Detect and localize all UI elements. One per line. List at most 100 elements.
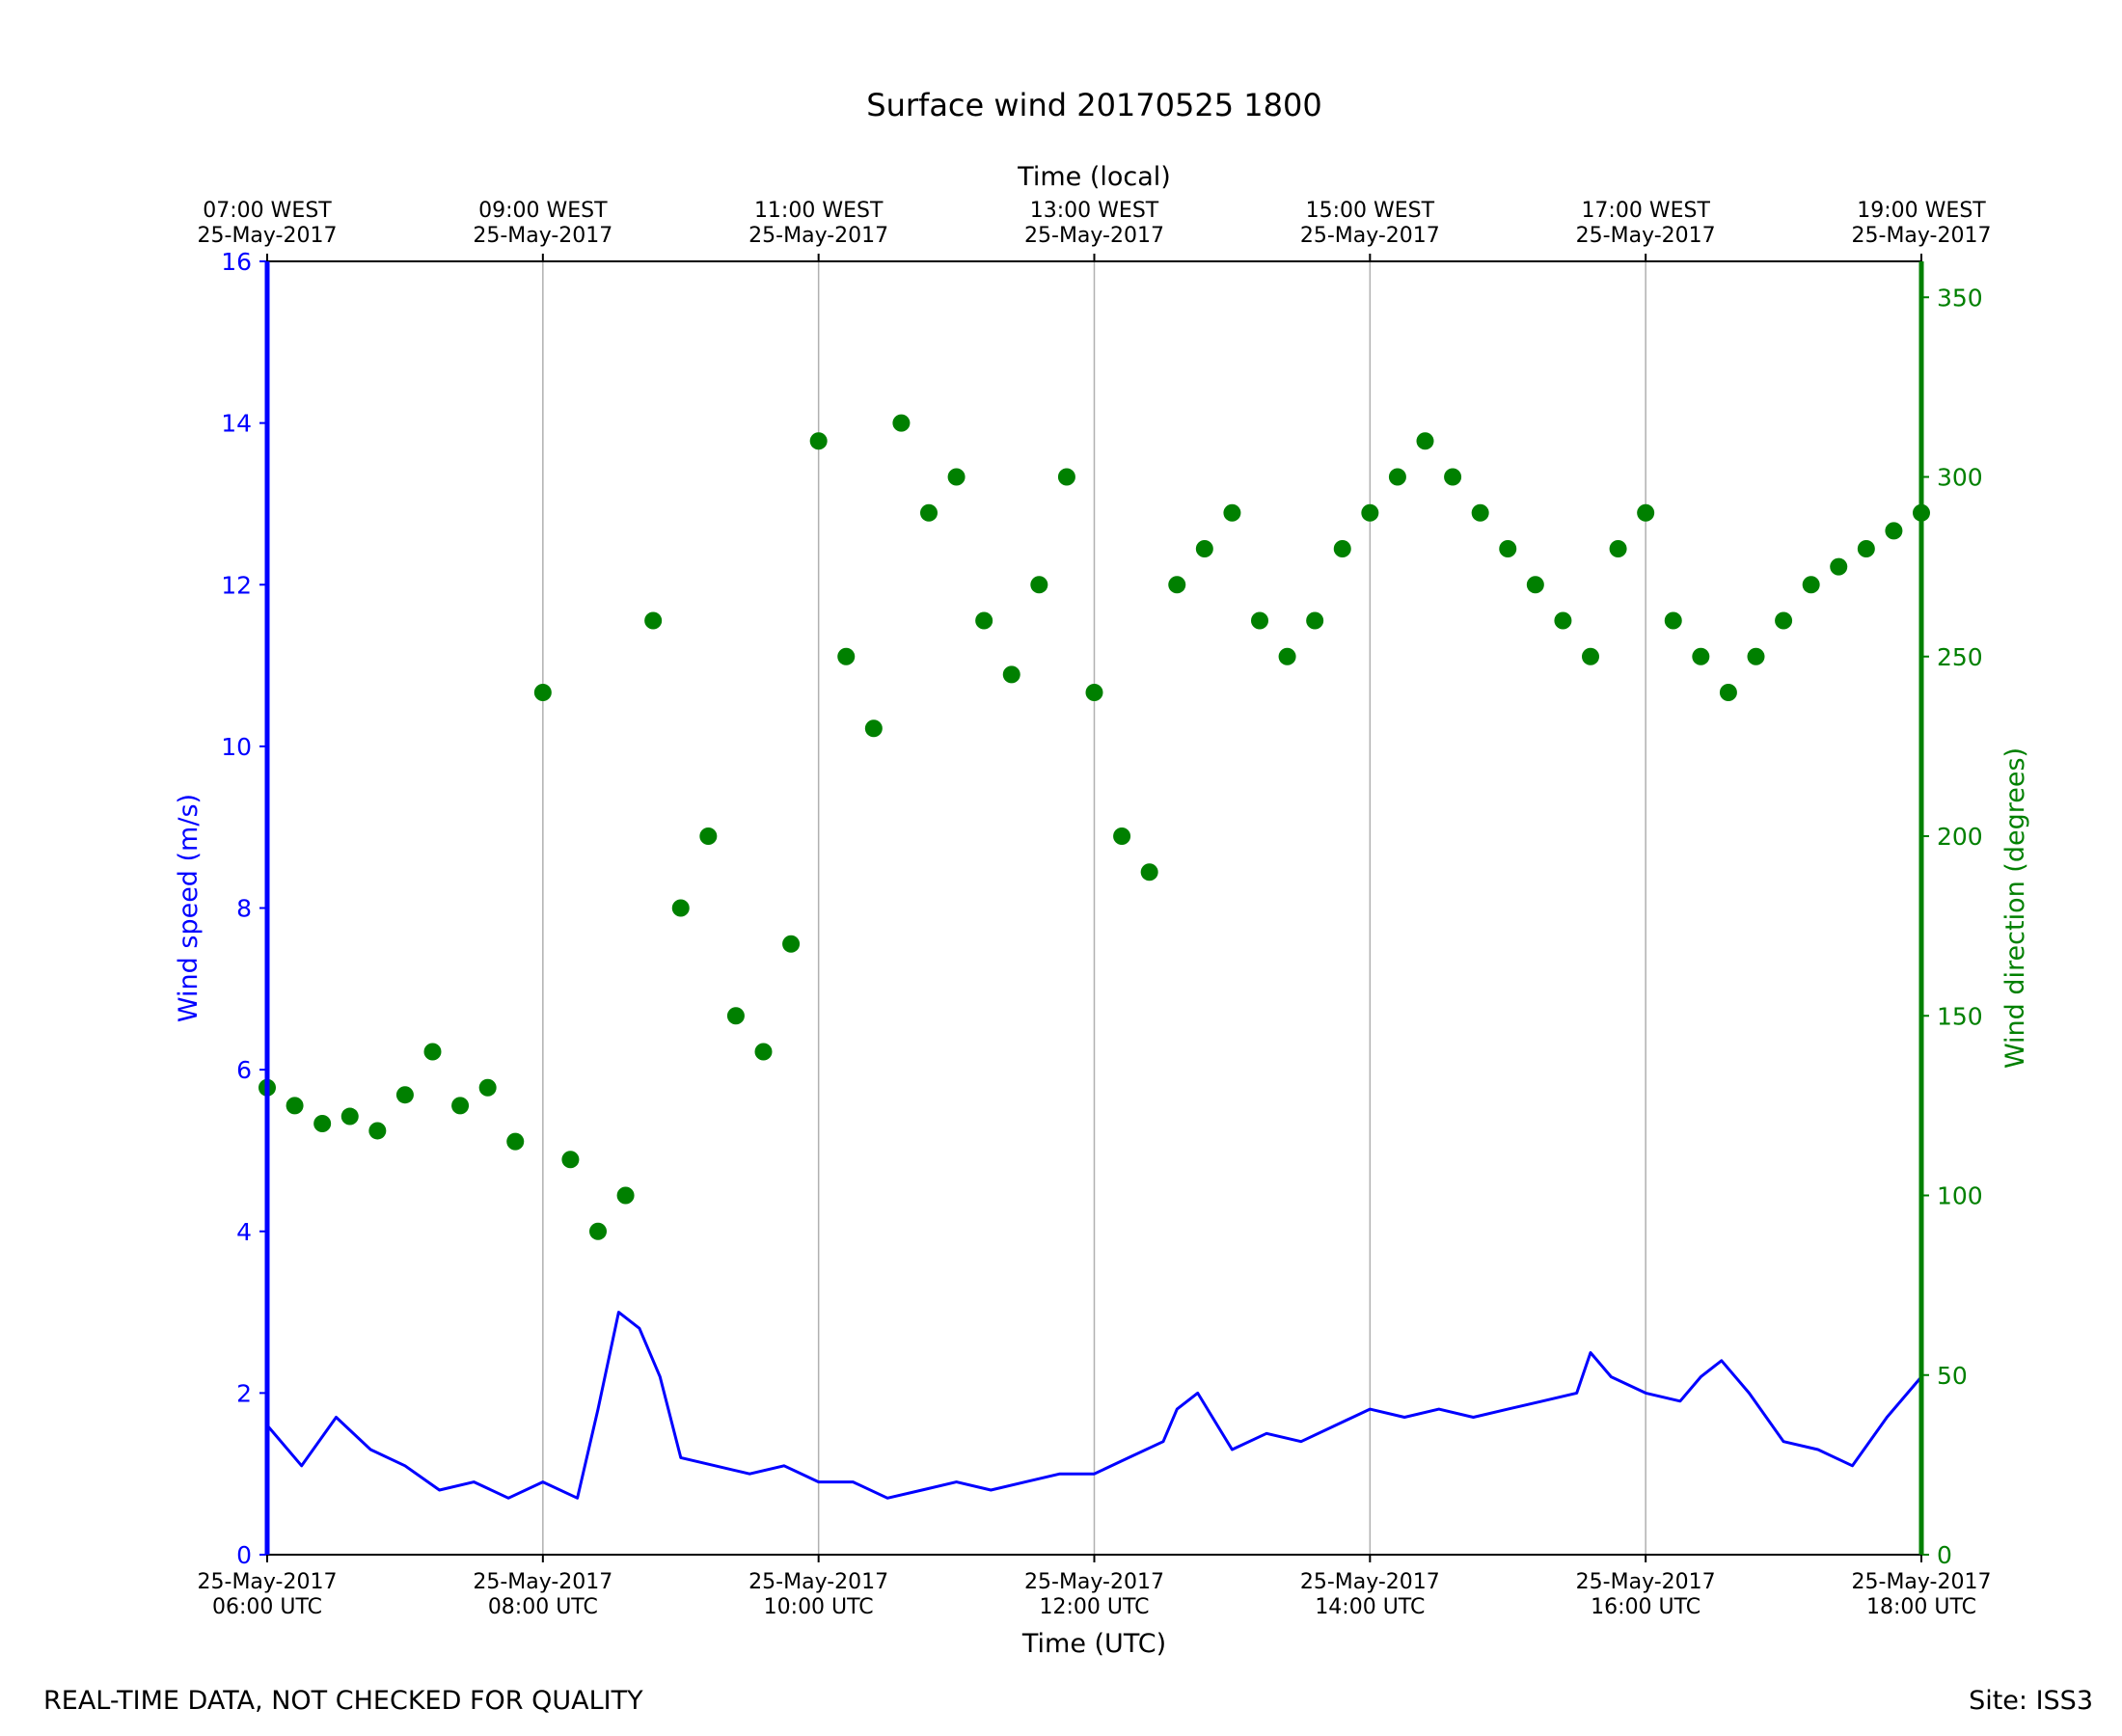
wind-direction-point — [1002, 665, 1020, 684]
right-tick-label: 50 — [1937, 1362, 1968, 1390]
top-tick-time: 11:00 WEST — [754, 199, 884, 223]
top-tick-date: 25-May-2017 — [1300, 224, 1440, 248]
bottom-tick-time: 14:00 UTC — [1315, 1595, 1425, 1619]
wind-direction-point — [644, 611, 663, 630]
wind-direction-point — [1471, 503, 1489, 522]
bottom-tick-date: 25-May-2017 — [1300, 1570, 1440, 1594]
top-tick-time: 19:00 WEST — [1857, 199, 1986, 223]
wind-direction-point — [1802, 576, 1820, 594]
wind-direction-point — [726, 1007, 745, 1025]
top-tick-date: 25-May-2017 — [473, 224, 612, 248]
bottom-tick-date: 25-May-2017 — [1576, 1570, 1716, 1594]
data-layer — [258, 414, 1930, 1500]
bottom-tick-date: 25-May-2017 — [748, 1570, 888, 1594]
wind-direction-point — [1333, 540, 1351, 557]
bottom-axis-title: Time (UTC) — [1021, 1629, 1166, 1659]
top-tick-date: 25-May-2017 — [748, 224, 888, 248]
bottom-tick-date: 25-May-2017 — [1024, 1570, 1164, 1594]
wind-direction-point — [920, 503, 938, 522]
bottom-tick-time: 16:00 UTC — [1591, 1595, 1700, 1619]
top-tick-time: 13:00 WEST — [1030, 199, 1159, 223]
top-tick-date: 25-May-2017 — [1576, 224, 1716, 248]
wind-direction-point — [1692, 647, 1710, 665]
wind-direction-point — [1416, 432, 1434, 450]
wind-direction-point — [1113, 827, 1131, 845]
wind-direction-point — [1388, 468, 1406, 486]
top-tick-time: 15:00 WEST — [1306, 199, 1435, 223]
top-tick-date: 25-May-2017 — [1852, 224, 1992, 248]
wind-direction-point — [1140, 863, 1158, 882]
wind-direction-point — [1775, 611, 1793, 630]
wind-direction-point — [451, 1097, 470, 1115]
bottom-tick-time: 08:00 UTC — [488, 1595, 598, 1619]
top-tick-time: 17:00 WEST — [1581, 199, 1710, 223]
wind-direction-point — [478, 1078, 497, 1097]
wind-direction-point — [754, 1043, 773, 1061]
wind-direction-point — [1444, 468, 1462, 486]
grid-lines — [542, 261, 1646, 1555]
wind-direction-point — [1030, 576, 1048, 594]
top-tick-time: 09:00 WEST — [478, 199, 608, 223]
wind-direction-point — [864, 719, 883, 738]
wind-direction-point — [1195, 540, 1213, 557]
wind-speed-line — [265, 1311, 1923, 1500]
top-tick-date: 25-May-2017 — [198, 224, 338, 248]
site-label: Site: ISS3 — [1969, 1686, 2093, 1716]
wind-direction-point — [1499, 540, 1517, 557]
right-tick-label: 300 — [1937, 464, 1983, 492]
left-tick-label: 14 — [221, 410, 252, 438]
top-axis-title: Time (local) — [1017, 162, 1171, 192]
right-tick-label: 350 — [1937, 284, 1983, 312]
axes — [259, 254, 1929, 1562]
top-tick-date: 25-May-2017 — [1024, 224, 1164, 248]
labels: 0 2 4 6 8 10 12 14 16 0 50 100 150 200 250 300 350 25-May… — [174, 87, 2030, 1659]
bottom-tick-date: 25-May-2017 — [473, 1570, 612, 1594]
left-tick-label: 8 — [236, 895, 252, 923]
wind-direction-point — [975, 611, 993, 630]
left-tick-label: 12 — [221, 571, 252, 599]
wind-direction-point — [423, 1043, 442, 1061]
top-tick-time: 07:00 WEST — [203, 199, 332, 223]
wind-direction-point — [1664, 611, 1682, 630]
bottom-tick-date: 25-May-2017 — [198, 1570, 338, 1594]
wind-direction-point — [1223, 503, 1241, 522]
wind-direction-point — [368, 1122, 387, 1140]
wind-direction-point — [1085, 684, 1103, 701]
left-axis-title: Wind speed (m/s) — [174, 794, 204, 1022]
wind-direction-point — [1609, 540, 1627, 557]
wind-direction-point — [671, 899, 690, 917]
right-tick-label: 0 — [1937, 1541, 1952, 1569]
wind-direction-point — [947, 468, 966, 486]
wind-direction-point — [1719, 684, 1737, 701]
wind-direction-point — [1747, 647, 1765, 665]
wind-direction-point — [506, 1132, 525, 1151]
wind-direction-point — [782, 935, 801, 953]
wind-direction-point — [1582, 647, 1599, 665]
wind-direction-point — [589, 1222, 607, 1240]
left-tick-label: 0 — [236, 1541, 252, 1569]
wind-direction-point — [1278, 647, 1296, 665]
wind-direction-point — [1857, 540, 1875, 557]
wind-direction-point — [1526, 576, 1544, 594]
wind-direction-point — [1057, 468, 1075, 486]
wind-direction-point — [561, 1151, 580, 1169]
bottom-tick-time: 12:00 UTC — [1039, 1595, 1149, 1619]
left-tick-label: 10 — [221, 733, 252, 761]
wind-direction-point — [340, 1107, 359, 1126]
right-tick-label: 250 — [1937, 643, 1983, 671]
wind-direction-point — [837, 647, 856, 665]
bottom-tick-time: 06:00 UTC — [212, 1595, 322, 1619]
quality-disclaimer: REAL-TIME DATA, NOT CHECKED FOR QUALITY — [43, 1686, 643, 1716]
right-tick-label: 100 — [1937, 1182, 1983, 1210]
wind-direction-point — [1637, 503, 1655, 522]
wind-direction-point — [1830, 557, 1848, 576]
right-tick-label: 200 — [1937, 823, 1983, 851]
wind-direction-point — [1168, 576, 1186, 594]
wind-direction-point — [892, 414, 911, 432]
wind-direction-point — [1361, 503, 1379, 522]
wind-direction-point — [533, 684, 552, 701]
left-tick-label: 16 — [221, 248, 252, 276]
wind-direction-point — [1251, 611, 1268, 630]
wind-direction-point — [395, 1086, 414, 1104]
